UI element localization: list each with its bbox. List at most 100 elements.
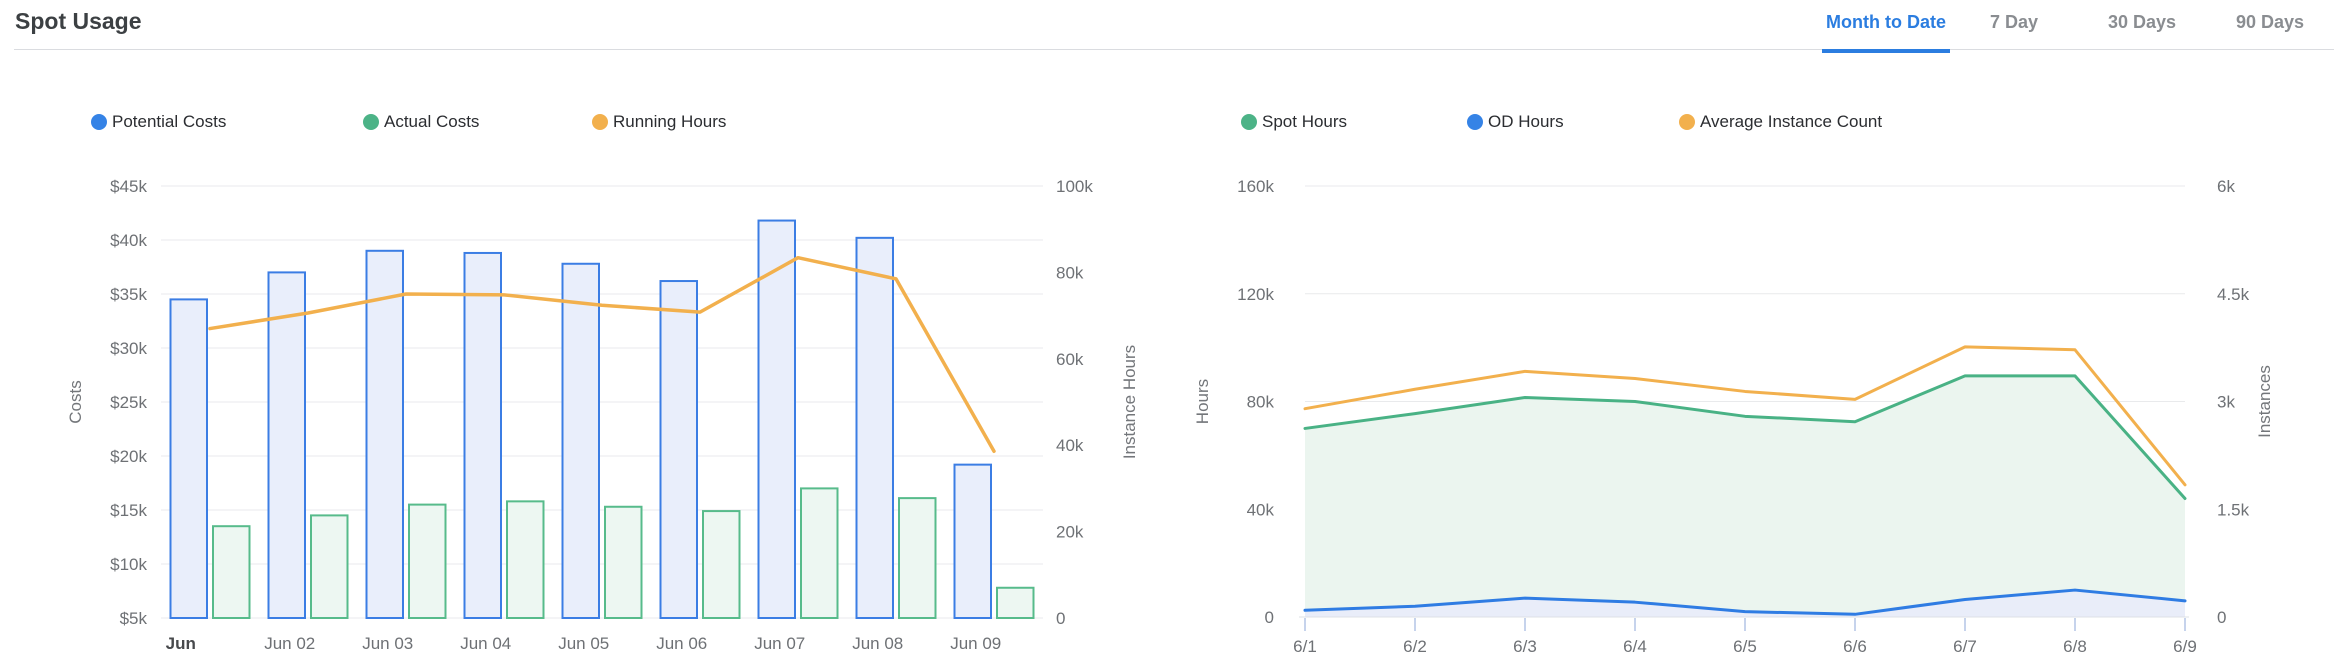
x-axis-label: Jun 04 xyxy=(460,634,511,653)
y-axis-label-left: 80k xyxy=(1247,393,1275,412)
bar-actual-costs xyxy=(310,514,349,620)
tab-month-to-date-label: Month to Date xyxy=(1826,12,1946,32)
y-axis-label-left: $45k xyxy=(110,177,147,196)
legend-item-running-hours[interactable]: Running Hours xyxy=(592,112,726,132)
bar-potential-costs xyxy=(365,249,404,620)
tab-7-day[interactable]: 7 Day xyxy=(1950,0,2078,50)
y-axis-label-left: 0 xyxy=(1265,608,1274,627)
y-axis-label-right: 0 xyxy=(1056,609,1065,628)
od-hours-dot-icon xyxy=(1467,114,1483,130)
x-axis-label: Jun 09 xyxy=(950,634,1001,653)
bar-actual-costs xyxy=(996,586,1035,620)
y-axis-label-right: 100k xyxy=(1056,177,1093,196)
spot-hours-line xyxy=(1303,374,2187,500)
y-axis-label-right: 40k xyxy=(1056,436,1084,455)
legend-label-running-hours: Running Hours xyxy=(613,112,727,131)
running-hours-line xyxy=(208,255,996,453)
y-axis-label-right: 0 xyxy=(2217,608,2226,627)
bar-actual-costs xyxy=(702,510,741,619)
actual-costs-dot-icon xyxy=(363,114,379,130)
y-axis-label-right: 20k xyxy=(1056,523,1084,542)
legend-label-od-hours: OD Hours xyxy=(1488,112,1564,131)
x-axis-label: Jun 02 xyxy=(264,634,315,653)
legend-item-spot-hours[interactable]: Spot Hours xyxy=(1241,112,1347,132)
active-tab-underline xyxy=(1822,49,1950,53)
bar-potential-costs xyxy=(659,280,698,619)
y-axis-label-left: $25k xyxy=(110,393,147,412)
bar-actual-costs xyxy=(898,497,937,619)
bar-actual-costs xyxy=(212,525,251,620)
y-axis-label-left: 160k xyxy=(1237,177,1274,196)
bar-actual-costs xyxy=(800,487,839,619)
potential-costs-dot-icon xyxy=(91,114,107,130)
x-axis-label: 6/8 xyxy=(2063,637,2087,656)
average-instance-count-line xyxy=(1303,345,2187,487)
x-axis-label: Jun 06 xyxy=(656,634,707,653)
x-axis-label: 6/3 xyxy=(1513,637,1537,656)
x-axis-label: 6/4 xyxy=(1623,637,1647,656)
legend-item-potential-costs[interactable]: Potential Costs xyxy=(91,112,226,132)
od-hours-line xyxy=(1303,588,2187,616)
x-axis-label: 6/7 xyxy=(1953,637,1977,656)
bar-actual-costs xyxy=(506,500,545,619)
legend-label-average-instance-count: Average Instance Count xyxy=(1700,112,1883,131)
y-axis-label-left: $20k xyxy=(110,447,147,466)
legend-label-potential-costs: Potential Costs xyxy=(112,112,227,131)
y-axis-label-left: $35k xyxy=(110,285,147,304)
page-title: Spot Usage xyxy=(15,8,142,34)
od-hours-area xyxy=(1305,590,2185,617)
running-hours-dot-icon xyxy=(592,114,608,130)
y-axis-name-instance-hours: Instance Hours xyxy=(1120,345,1139,459)
bar-potential-costs xyxy=(855,236,894,619)
page-header: Spot Usage Month to Date 7 Day 30 Days 9… xyxy=(0,0,2334,53)
x-axis-label: Jun 07 xyxy=(754,634,805,653)
tab-30-days-label: 30 Days xyxy=(2107,12,2177,32)
y-axis-label-right: 1.5k xyxy=(2217,500,2250,519)
y-axis-name-hours: Hours xyxy=(1193,379,1212,424)
date-range-tabs: Month to Date 7 Day 30 Days 90 Days xyxy=(1822,0,2334,53)
y-axis-name-costs: Costs xyxy=(66,380,85,423)
y-axis-label-right: 60k xyxy=(1056,350,1084,369)
spot-hours-area xyxy=(1305,375,2185,617)
average-instance-count-dot-icon xyxy=(1679,114,1695,130)
y-axis-label-left: $30k xyxy=(110,339,147,358)
y-axis-label-right: 4.5k xyxy=(2217,285,2250,304)
y-axis-name-instances: Instances xyxy=(2255,365,2274,438)
bar-potential-costs xyxy=(463,251,502,620)
y-axis-label-left: 40k xyxy=(1247,500,1275,519)
bar-potential-costs xyxy=(953,463,992,620)
x-axis-label: 6/6 xyxy=(1843,637,1867,656)
y-axis-label-right: 3k xyxy=(2217,393,2235,412)
legend-label-spot-hours: Spot Hours xyxy=(1262,112,1348,131)
tab-month-to-date[interactable]: Month to Date xyxy=(1822,0,1950,53)
y-axis-label-right: 80k xyxy=(1056,263,1084,282)
tab-90-days-label: 90 Days xyxy=(2235,12,2305,32)
legend-label-actual-costs: Actual Costs xyxy=(384,112,480,131)
y-axis-label-left: $15k xyxy=(110,501,147,520)
x-axis-label: Jun 05 xyxy=(558,634,609,653)
x-axis-label: Jun xyxy=(166,634,196,653)
legend-item-od-hours[interactable]: OD Hours xyxy=(1467,112,1564,132)
y-axis-label-right: 6k xyxy=(2217,177,2235,196)
y-axis-label-left: $5k xyxy=(120,609,148,628)
bar-potential-costs xyxy=(267,271,306,619)
legend-item-actual-costs[interactable]: Actual Costs xyxy=(363,112,479,132)
legend-item-average-instance-count[interactable]: Average Instance Count xyxy=(1679,112,1882,132)
x-axis-label: 6/9 xyxy=(2173,637,2197,656)
header-divider xyxy=(14,49,2334,50)
y-axis-label-left: $40k xyxy=(110,231,147,250)
bar-actual-costs xyxy=(604,505,643,620)
tab-7-day-label: 7 Day xyxy=(1989,12,2039,32)
tab-30-days[interactable]: 30 Days xyxy=(2078,0,2206,50)
y-axis-label-left: $10k xyxy=(110,555,147,574)
spot-hours-dot-icon xyxy=(1241,114,1257,130)
x-axis-label: 6/2 xyxy=(1403,637,1427,656)
bar-potential-costs xyxy=(757,219,796,619)
x-axis-label: Jun 08 xyxy=(852,634,903,653)
bar-potential-costs xyxy=(561,262,600,619)
x-axis-label: Jun 03 xyxy=(362,634,413,653)
x-axis-label: 6/5 xyxy=(1733,637,1757,656)
tab-90-days[interactable]: 90 Days xyxy=(2206,0,2334,50)
